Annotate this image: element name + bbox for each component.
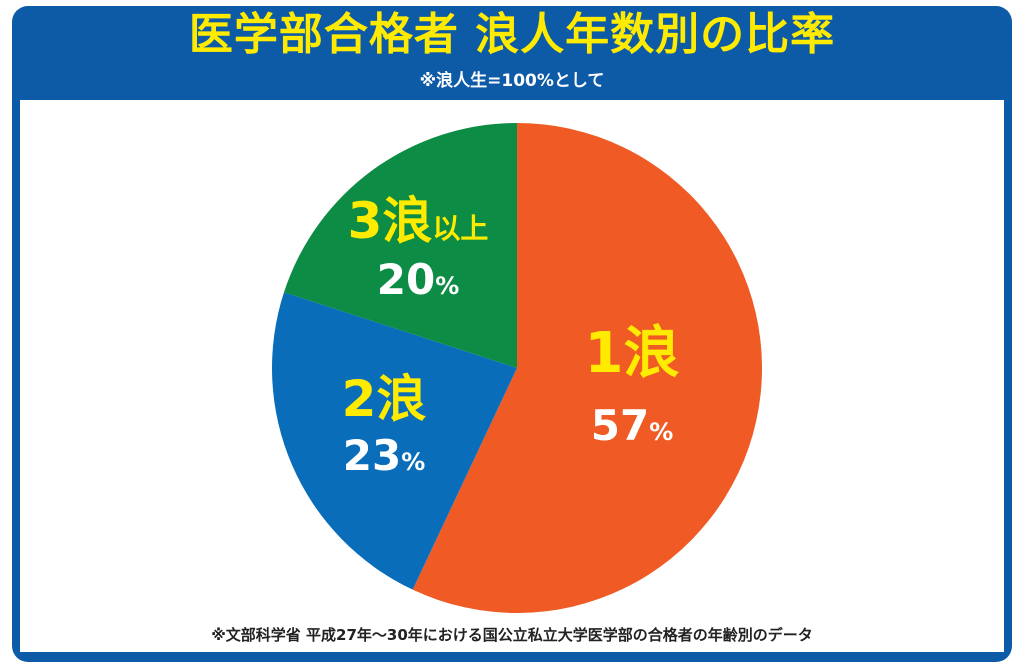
slice-name-label: 3浪以上: [348, 192, 489, 250]
chart-title: 医学部合格者 浪人年数別の比率: [188, 9, 836, 60]
slice-name-label: 1浪: [585, 321, 680, 386]
pie-slice: [271, 292, 517, 590]
chart-subtitle: ※浪人生=100%として: [419, 71, 605, 91]
slice-value-label: 57%: [591, 401, 674, 450]
slice-value-label: 23%: [343, 431, 426, 480]
slice-value-label: 20%: [377, 255, 460, 304]
slice-name-label: 2浪: [342, 370, 427, 428]
pie-slice: [412, 123, 763, 614]
source-note: ※文部科学省 平成27年～30年における国公立私立大学医学部の合格者の年齢別のデ…: [211, 626, 813, 644]
pie-slice: [283, 123, 517, 368]
